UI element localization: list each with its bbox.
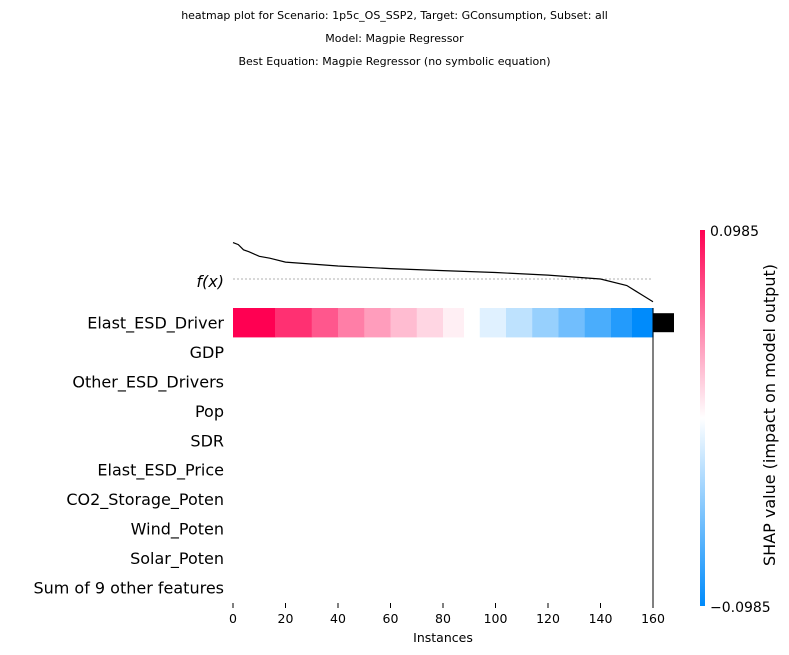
heat-cell-13 [584, 308, 612, 338]
heat-cell-3 [338, 308, 365, 338]
heat-cell-1 [275, 308, 313, 338]
x-tick-label: 120 [536, 611, 560, 626]
feature-label: Sum of 9 other features [33, 578, 224, 597]
heat-cell-15 [632, 308, 654, 338]
title-line-1: heatmap plot for Scenario: 1p5c_OS_SSP2,… [181, 9, 608, 22]
heatmap-rows [233, 308, 654, 603]
feature-label: Other_ESD_Drivers [72, 373, 224, 393]
colorbar: 0.0985 −0.0985 SHAP value (impact on model… [700, 224, 779, 616]
importance-bars [653, 313, 674, 333]
heat-cell-10 [506, 308, 533, 338]
heat-cell-14 [611, 308, 633, 338]
feature-labels: Elast_ESD_Driver GDP Other_ESD_Drivers Pop S… [33, 314, 224, 598]
feature-label: Wind_Poten [131, 520, 224, 540]
x-tick-label: 100 [484, 611, 508, 626]
heat-cell-6 [416, 308, 444, 338]
x-tick-label: 40 [330, 611, 346, 626]
importance-bar [653, 313, 674, 333]
colorbar-title: SHAP value (impact on model output) [760, 264, 779, 566]
heat-cell-11 [532, 308, 560, 338]
x-tick-label: 140 [589, 611, 613, 626]
heat-cell-5 [390, 308, 418, 338]
x-tick-label: 80 [435, 611, 451, 626]
x-axis: 0 20 40 60 80 100 120 140 160 Instances [229, 603, 665, 645]
fx-curve [232, 242, 654, 303]
heat-cell-12 [558, 308, 586, 338]
fx-panel: f(x) [196, 242, 654, 303]
feature-label: Solar_Poten [130, 549, 224, 569]
colorbar-gradient [700, 230, 705, 606]
heat-cell-7 [443, 308, 465, 338]
heat-cell-8 [464, 308, 481, 338]
x-tick-label: 0 [229, 611, 237, 626]
heat-cell-0 [233, 308, 276, 338]
x-tick-label: 160 [641, 611, 665, 626]
feature-label: Pop [195, 402, 224, 421]
fx-label: f(x) [196, 272, 224, 291]
heat-cell-4 [364, 308, 392, 338]
colorbar-max-label: 0.0985 [710, 224, 759, 240]
x-axis-label: Instances [413, 630, 473, 645]
heat-cell-9 [479, 308, 507, 338]
x-tick-label: 60 [383, 611, 399, 626]
feature-label: Elast_ESD_Driver [87, 314, 224, 334]
feature-label: CO2_Storage_Poten [66, 490, 224, 510]
title-line-3: Best Equation: Magpie Regressor (no symb… [238, 55, 551, 68]
heat-cell-2 [311, 308, 339, 338]
feature-label: GDP [190, 343, 225, 362]
colorbar-min-label: −0.0985 [710, 600, 771, 616]
title-line-2: Model: Magpie Regressor [325, 32, 464, 45]
feature-label: SDR [190, 431, 224, 450]
feature-label: Elast_ESD_Price [97, 461, 224, 481]
x-tick-label: 20 [278, 611, 294, 626]
